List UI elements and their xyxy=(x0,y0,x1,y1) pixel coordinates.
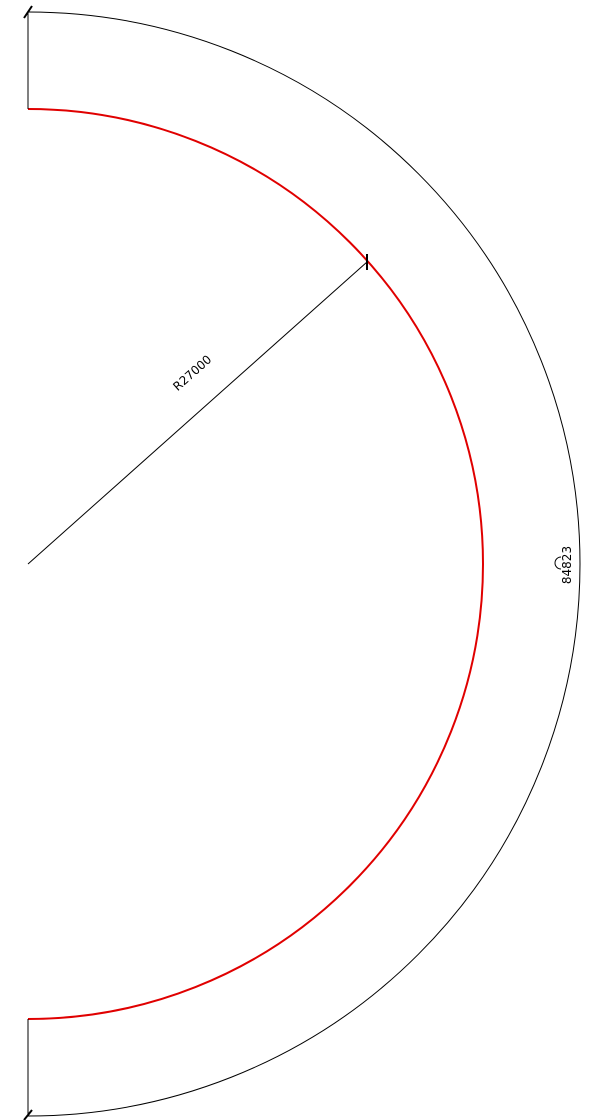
arc-length-label: 84823 xyxy=(560,546,574,584)
radius-label: R27000 xyxy=(170,352,214,393)
dimension-tick xyxy=(23,1109,33,1120)
radius-line xyxy=(27,261,368,565)
dimension-tick xyxy=(23,5,33,19)
outer-arc xyxy=(27,11,581,1117)
inner-arc xyxy=(27,108,484,1020)
arc-symbol xyxy=(554,556,562,570)
